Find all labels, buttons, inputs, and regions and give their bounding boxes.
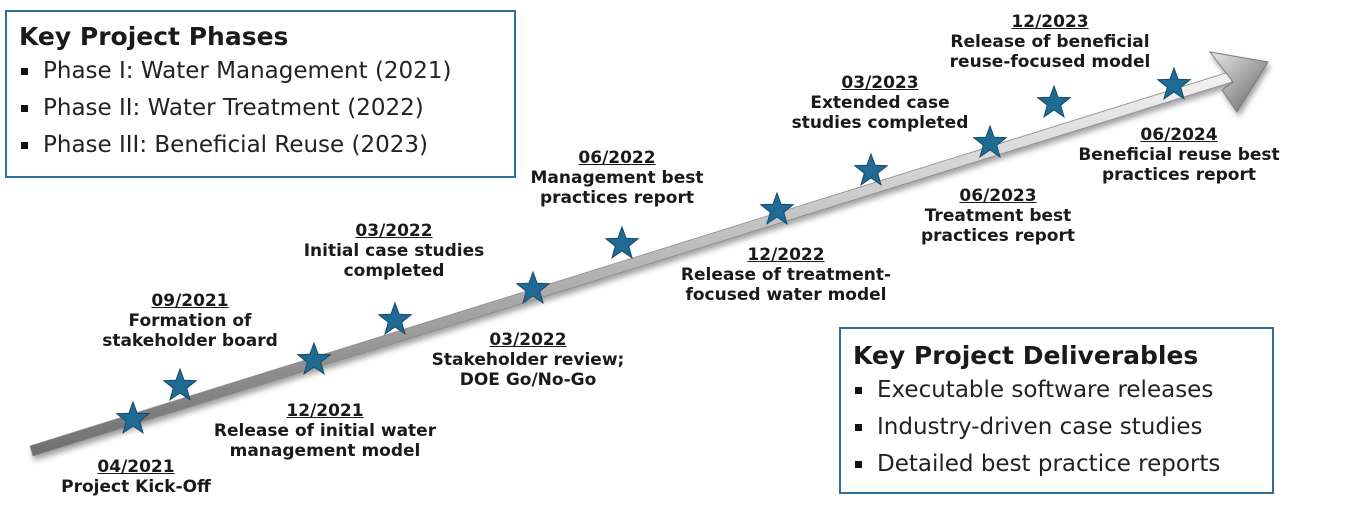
milestone-label: 04/2021 Project Kick-Off: [56, 457, 216, 497]
milestone-date: 04/2021: [97, 457, 175, 477]
milestone-date: 03/2022: [355, 221, 433, 241]
milestone-label: 09/2021 Formation of stakeholder board: [100, 291, 280, 351]
milestone-star-icon: [162, 367, 198, 401]
deliverables-title: Key Project Deliverables: [853, 341, 1199, 370]
milestone-date: 12/2022: [747, 245, 825, 265]
milestone-stars: [115, 66, 1192, 434]
phases-list: Phase I: Water Management (2021) Phase I…: [19, 53, 514, 164]
arrow-shaft: [29, 71, 1233, 457]
milestone-label: 12/2023 Release of beneficial reuse-focu…: [940, 12, 1160, 72]
milestone-star-icon: [296, 341, 332, 375]
milestone-text: Formation of stakeholder board: [102, 311, 278, 351]
milestone-star-icon: [115, 400, 151, 434]
milestone-text: Project Kick-Off: [61, 477, 211, 497]
milestone-star-icon: [515, 270, 551, 304]
milestone-text: Release of initial water management mode…: [213, 421, 437, 461]
key-project-deliverables-box: Key Project Deliverables Executable soft…: [839, 327, 1274, 494]
phases-title: Key Project Phases: [19, 22, 289, 51]
milestone-star-icon: [1036, 84, 1072, 118]
milestone-star-icon: [853, 152, 889, 186]
milestone-label: 03/2023 Extended case studies completed: [782, 73, 978, 133]
milestone-star-icon: [972, 124, 1008, 158]
milestone-text: Release of beneficial reuse-focused mode…: [949, 32, 1151, 72]
milestone-date: 03/2023: [841, 73, 919, 93]
milestone-label: 03/2022 Stakeholder review; DOE Go/No-Go: [430, 330, 626, 390]
milestone-label: 12/2022 Release of treatment- focused wa…: [668, 245, 904, 305]
milestone-star-icon: [604, 225, 640, 259]
milestone-text: Treatment best practices report: [921, 206, 1075, 246]
deliverable-item: Executable software releases: [853, 372, 1272, 409]
milestone-label: 06/2023 Treatment best practices report: [908, 186, 1088, 246]
milestone-label: 12/2021 Release of initial water managem…: [205, 401, 445, 461]
milestone-date: 12/2021: [286, 401, 364, 421]
milestone-text: Initial case studies completed: [303, 241, 485, 281]
milestone-text: Management best practices report: [530, 168, 704, 208]
milestone-label: 03/2022 Initial case studies completed: [296, 221, 492, 281]
phase-item: Phase I: Water Management (2021): [19, 53, 514, 90]
milestone-star-icon: [377, 301, 413, 335]
milestone-label: 06/2022 Management best practices report: [522, 148, 712, 208]
milestone-date: 06/2023: [959, 186, 1037, 206]
milestone-date: 06/2024: [1140, 125, 1218, 145]
milestone-date: 09/2021: [151, 291, 229, 311]
milestone-label: 06/2024 Beneficial reuse best practices …: [1066, 125, 1292, 185]
phase-item: Phase II: Water Treatment (2022): [19, 90, 514, 127]
milestone-text: Release of treatment- focused water mode…: [680, 265, 892, 305]
arrow: [29, 51, 1269, 457]
key-project-phases-box: Key Project Phases Phase I: Water Manage…: [5, 10, 516, 178]
milestone-text: Beneficial reuse best practices report: [1078, 145, 1280, 185]
milestone-text: Stakeholder review; DOE Go/No-Go: [431, 350, 625, 390]
deliverable-item: Industry-driven case studies: [853, 409, 1272, 446]
arrow-head: [1208, 51, 1269, 113]
milestone-text: Extended case studies completed: [791, 93, 969, 133]
deliverables-list: Executable software releases Industry-dr…: [853, 372, 1272, 483]
milestone-date: 03/2022: [489, 330, 567, 350]
milestone-star-icon: [1156, 66, 1192, 100]
deliverable-item: Detailed best practice reports: [853, 446, 1272, 483]
milestone-date: 06/2022: [578, 148, 656, 168]
milestone-star-icon: [759, 191, 795, 225]
milestone-date: 12/2023: [1011, 12, 1089, 32]
phase-item: Phase III: Beneficial Reuse (2023): [19, 127, 514, 164]
